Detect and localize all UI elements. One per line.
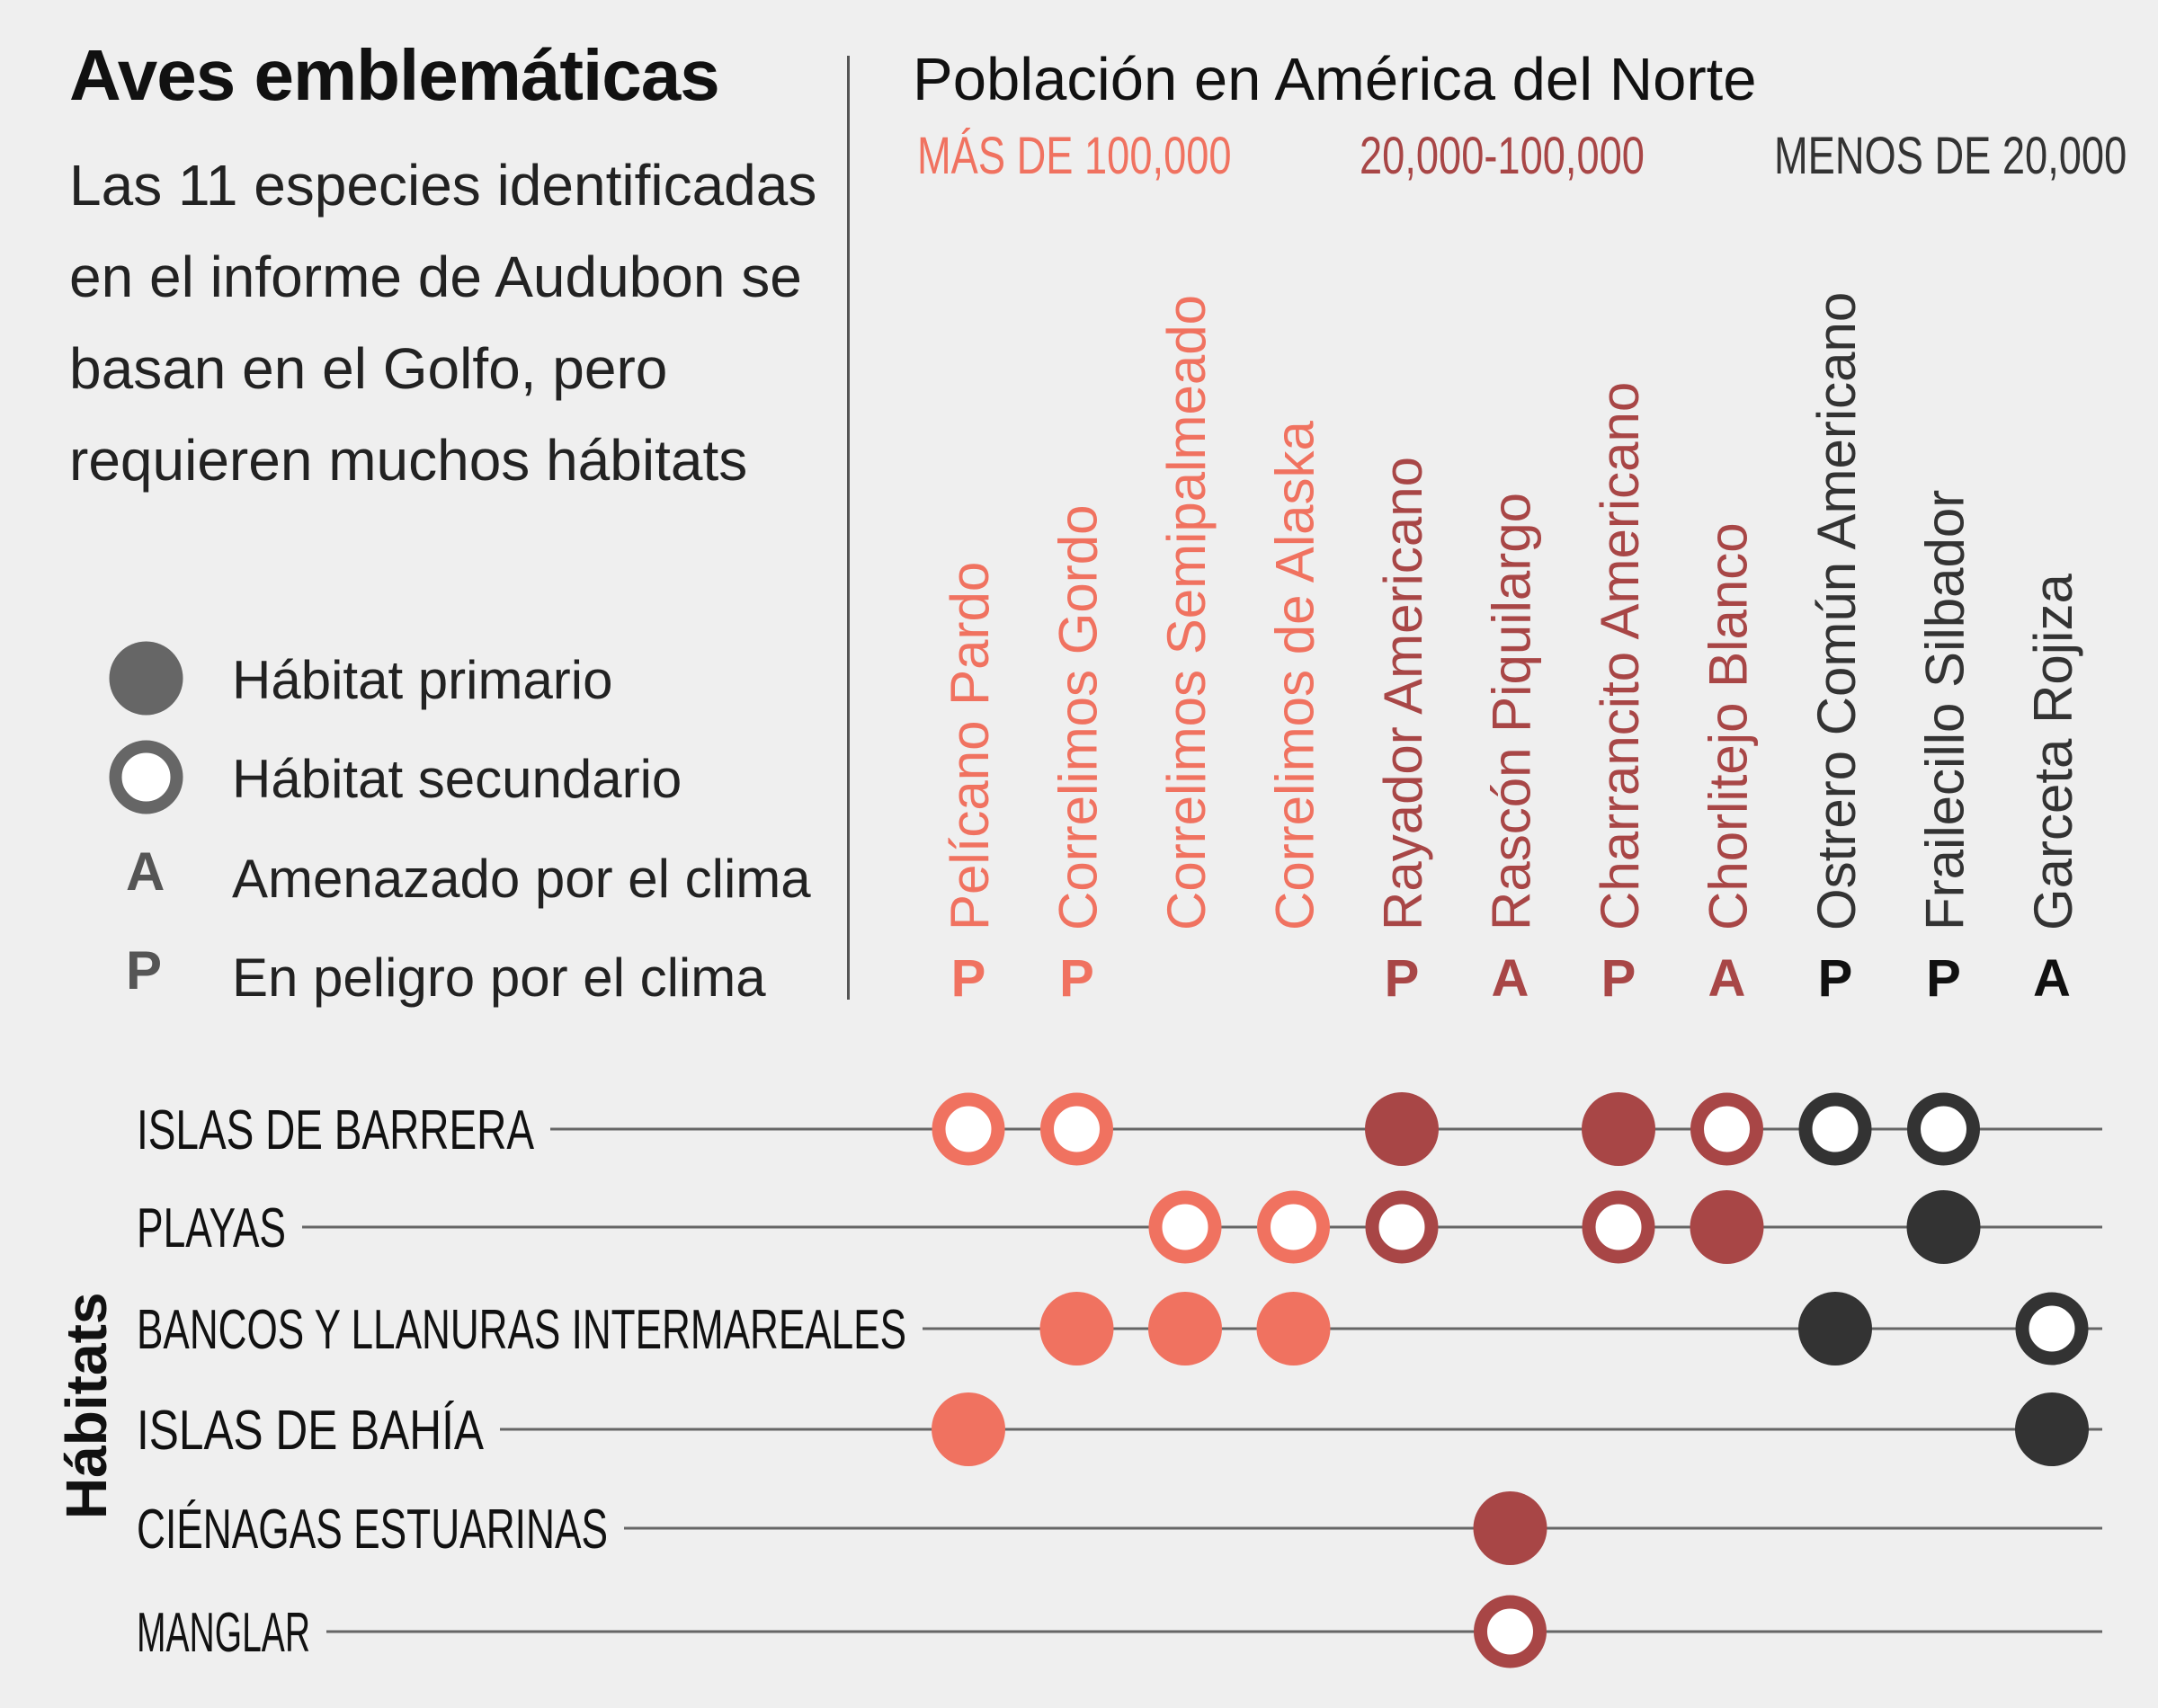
secondary-habitat-dot	[1148, 1190, 1222, 1264]
status-letter: A	[2033, 949, 2071, 1008]
population-category-low: MENOS DE 20,000	[1774, 127, 2127, 185]
species-name: Chorlitejo Blanco	[1699, 522, 1759, 930]
status-letter: P	[1926, 949, 1961, 1008]
status-letter: P	[951, 949, 986, 1008]
secondary-habitat-dot	[1474, 1595, 1547, 1668]
population-category-high: MÁS DE 100,000	[917, 127, 1232, 185]
secondary-habitat-dot	[1798, 1092, 1872, 1166]
population-title: Población en América del Norte	[913, 46, 1757, 113]
primary-habitat-dot	[1256, 1292, 1331, 1366]
secondary-habitat-dot	[1365, 1190, 1439, 1264]
filled-circle-icon	[109, 641, 183, 716]
species-name: Frailecillo Silbador	[1915, 490, 1975, 930]
secondary-habitat-dot	[1040, 1092, 1113, 1166]
status-letter: P	[1601, 949, 1636, 1008]
habitat-label: ISLAS DE BAHÍA	[137, 1400, 485, 1462]
habitat-axis-label: Hábitats	[54, 1293, 119, 1520]
species-name: Ostrero Común Americano	[1806, 292, 1867, 930]
secondary-habitat-dot	[932, 1092, 1005, 1166]
primary-habitat-dot	[932, 1392, 1005, 1466]
page-title: Aves emblemáticas	[69, 35, 720, 115]
primary-habitat-dot	[1365, 1092, 1439, 1166]
habitat-label: PLAYAS	[137, 1197, 286, 1259]
legend-secondary-label: Hábitat secundario	[232, 749, 682, 809]
habitat-label: BANCOS Y LLANURAS INTERMAREALES	[137, 1299, 906, 1361]
primary-habitat-dot	[1148, 1292, 1222, 1366]
secondary-habitat-dot	[1582, 1190, 1655, 1264]
species-name: Rayador Americano	[1373, 457, 1433, 930]
habitat-label: ISLAS DE BARRERA	[137, 1099, 534, 1161]
secondary-habitat-dot	[1257, 1190, 1330, 1264]
secondary-habitat-dot	[1907, 1092, 1980, 1166]
primary-habitat-dot	[1906, 1190, 1981, 1264]
status-letter: P	[1385, 949, 1420, 1008]
primary-habitat-dot	[1798, 1292, 1872, 1366]
status-letter: A	[1708, 949, 1746, 1008]
habitat-label: MANGLAR	[137, 1602, 310, 1664]
threatened-letter: A	[126, 841, 165, 902]
primary-habitat-dot	[2015, 1392, 2089, 1466]
divider	[847, 56, 850, 1000]
status-letter: P	[1059, 949, 1094, 1008]
habitat-label: CIÉNAGAS ESTUARINAS	[137, 1499, 608, 1561]
endangered-letter: P	[126, 940, 163, 1001]
primary-habitat-dot	[1039, 1292, 1114, 1366]
primary-habitat-dot	[1582, 1092, 1655, 1166]
primary-habitat-dot	[1473, 1491, 1547, 1565]
population-category-mid: 20,000-100,000	[1360, 127, 1645, 185]
secondary-habitat-dot	[2015, 1292, 2089, 1366]
species-name: Correlimos Semipalmeado	[1156, 295, 1217, 930]
status-letter: P	[1818, 949, 1853, 1008]
species-name: Charrancito Americano	[1590, 382, 1650, 930]
page-subtitle: Las 11 especies identificadas en el info…	[69, 153, 817, 493]
status-letter: A	[1492, 949, 1529, 1008]
species-name: Correlimos Gordo	[1048, 505, 1109, 930]
legend-endangered-label: En peligro por el clima	[232, 947, 766, 1008]
species-name: Garceta Rojiza	[2023, 574, 2083, 930]
species-name: Correlimos de Alaska	[1265, 420, 1325, 930]
legend-threatened-label: Amenazado por el clima	[232, 849, 811, 909]
primary-habitat-dot	[1690, 1190, 1764, 1264]
secondary-habitat-dot	[1690, 1092, 1763, 1166]
species-name: Pelícano Pardo	[940, 562, 1000, 930]
ring-circle-icon	[109, 740, 183, 814]
legend-primary-label: Hábitat primario	[232, 650, 613, 710]
species-name: Rascón Piquilargo	[1482, 493, 1542, 930]
